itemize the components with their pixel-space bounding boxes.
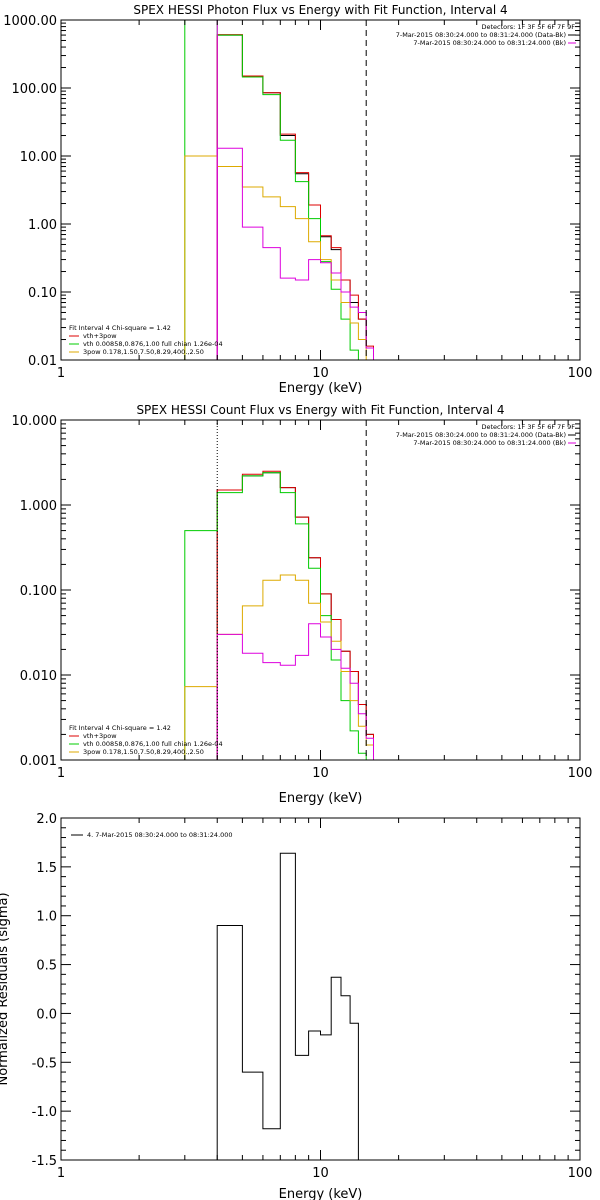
series-line-2 [184,472,374,760]
series-line-0 [216,852,359,1160]
y-tick-label: 10.000 [12,414,58,429]
legend-entry-label: vth+3pow [83,332,117,340]
y-tick-label: 1.0 [36,910,57,925]
chart-title: SPEX HESSI Photon Flux vs Energy with Fi… [133,3,507,17]
y-tick-label: 0.5 [36,959,57,974]
legend-entry-label: 3pow 0.178,1.50,7.50,8.29,400.,2.50 [83,748,204,756]
y-tick-label: 10.00 [20,150,57,165]
y-tick-label: 1000.00 [3,14,57,29]
legend-entry-label: vth 0.00858,0.876,1.00 full chian 1.26e-… [83,340,223,348]
x-axis-label: Energy (keV) [279,1187,363,1200]
x-axis-label: Energy (keV) [279,381,363,396]
y-tick-label: 0.010 [20,669,57,684]
fit-legend-header: Fit Interval 4 Chi-square = 1.42 [69,724,171,732]
x-tick-label: 1 [57,366,65,381]
plot-frame [60,817,581,1161]
y-tick-label: 100.00 [12,82,58,97]
series-line-3 [184,574,374,760]
legend-entry-label: 7-Mar-2015 08:30:24.000 to 08:31:24.000 … [396,31,566,39]
x-tick-label: 100 [568,1166,593,1181]
legend-entry-label: vth+3pow [83,732,117,740]
y-tick-label: 0.01 [28,354,57,369]
series-group [184,470,374,760]
y-tick-label: 1.00 [28,218,57,233]
x-tick-label: 10 [312,766,329,781]
y-tick-label: 0.10 [28,286,57,301]
y-tick-label: 0.0 [36,1007,57,1022]
legend-entry-label: 7-Mar-2015 08:30:24.000 to 08:31:24.000 … [413,39,566,47]
series-group [216,852,359,1160]
y-tick-label: -0.5 [32,1056,57,1071]
detectors-label: Detectors: 1F 3F 5F 6F 7F 9F [481,23,575,31]
y-tick-label: -1.0 [32,1105,57,1120]
y-tick-label: -1.5 [32,1154,57,1169]
legend-entry-label: 4. 7-Mar-2015 08:30:24.000 to 08:31:24.0… [87,831,233,839]
series-line-4 [216,623,374,760]
x-axis-label: Energy (keV) [279,791,363,806]
detectors-label: Detectors: 1F 3F 5F 6F 7F 9F [481,423,575,431]
legend-entry-label: 3pow 0.178,1.50,7.50,8.29,400.,2.50 [83,348,204,356]
series-line-4 [216,147,374,360]
y-tick-label: 1.5 [36,861,57,876]
y-axis-label: Normalized Residuals (sigma) [0,892,11,1085]
series-line-2 [184,20,374,360]
chart-title: SPEX HESSI Count Flux vs Energy with Fit… [136,403,504,417]
x-tick-label: 10 [312,1166,329,1181]
series-group [184,20,381,360]
x-tick-label: 10 [312,366,329,381]
plot-frame [60,19,581,361]
y-tick-label: 2.0 [36,812,57,827]
x-tick-label: 100 [568,366,593,381]
x-tick-label: 100 [568,766,593,781]
y-tick-label: 0.001 [20,754,57,769]
y-tick-label: 1.000 [20,499,57,514]
fit-legend-header: Fit Interval 4 Chi-square = 1.42 [69,324,171,332]
series-line-3 [184,155,381,360]
legend-entry-label: 7-Mar-2015 08:30:24.000 to 08:31:24.000 … [413,439,566,447]
x-tick-label: 1 [57,1166,65,1181]
legend-entry-label: 7-Mar-2015 08:30:24.000 to 08:31:24.000 … [396,431,566,439]
y-tick-label: 0.100 [20,584,57,599]
x-tick-label: 1 [57,766,65,781]
legend-entry-label: vth 0.00858,0.876,1.00 full chian 1.26e-… [83,740,223,748]
